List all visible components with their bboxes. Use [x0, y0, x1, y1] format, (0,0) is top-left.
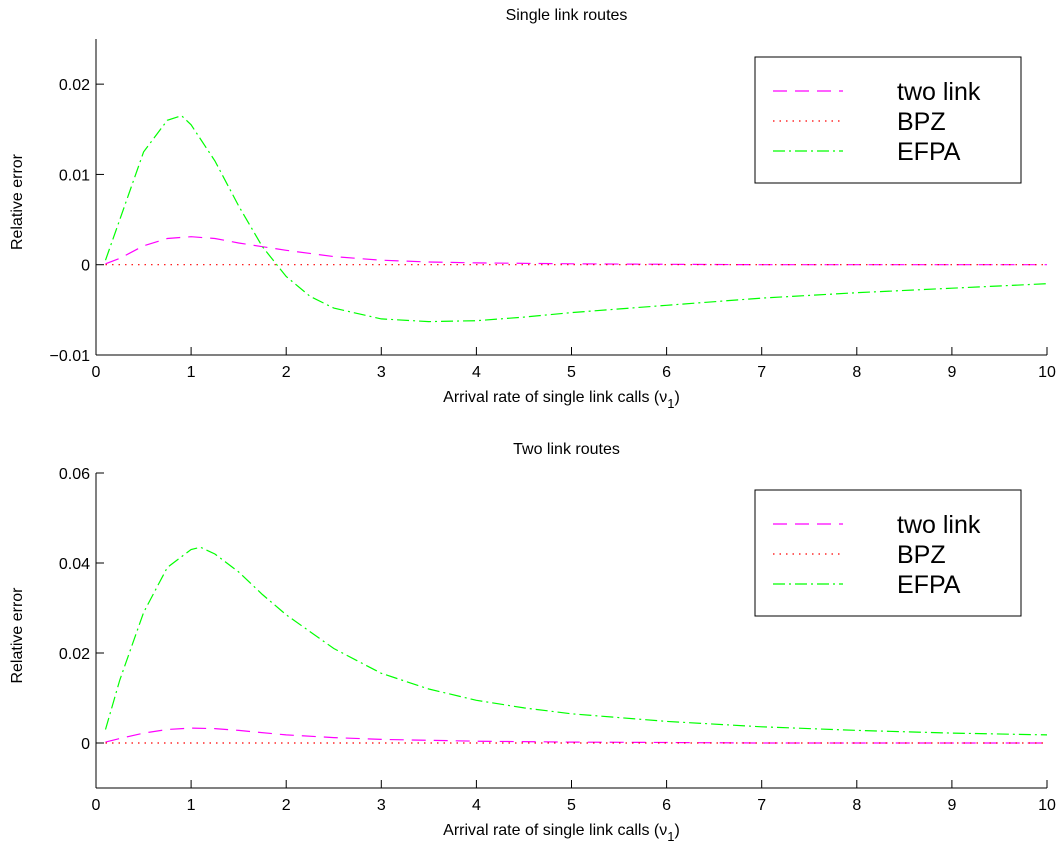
x-axis-label-subscript: 1 — [667, 829, 674, 844]
chart-panel-2: 0 1 2 3 4 5 6 7 8 9 10 0 0.02 0.04 0.06 Two link routes… — [9, 441, 1056, 844]
y-tick-label: −0.01 — [50, 348, 91, 365]
x-tick-label: 5 — [567, 797, 576, 814]
x-tick-label: 7 — [757, 797, 766, 814]
legend-label: two link — [897, 511, 981, 539]
x-tick-label: 4 — [472, 364, 481, 381]
x-axis-label-subscript: 1 — [667, 396, 674, 411]
x-tick-label: 3 — [377, 364, 386, 381]
legend-label: BPZ — [897, 541, 946, 569]
x-tick-label: 6 — [662, 364, 671, 381]
legend-label: two link — [897, 78, 981, 106]
x-tick-label: 9 — [947, 797, 956, 814]
chart-title: Two link routes — [513, 441, 620, 458]
x-axis-label: Arrival rate of single link calls (ν1) — [443, 822, 680, 844]
legend-box — [754, 489, 1022, 617]
legend-label: EFPA — [897, 138, 961, 166]
legend-label: BPZ — [897, 108, 946, 136]
x-tick-label: 0 — [92, 797, 101, 814]
x-tick-label: 6 — [662, 797, 671, 814]
x-axis-label-main: Arrival rate of single link calls (ν — [443, 822, 667, 839]
legend-label: EFPA — [897, 571, 961, 599]
x-axis-label-close: ) — [674, 389, 679, 406]
y-tick-label: 0.02 — [59, 77, 90, 94]
y-tick-label: 0 — [81, 258, 90, 275]
x-tick-label: 5 — [567, 364, 576, 381]
x-tick-label: 2 — [282, 797, 291, 814]
y-tick-label: 0.01 — [59, 167, 90, 184]
x-axis-label-close: ) — [674, 822, 679, 839]
x-tick-label: 3 — [377, 797, 386, 814]
chart-title: Single link routes — [506, 7, 628, 24]
x-tick-label: 0 — [92, 364, 101, 381]
x-tick-label: 8 — [852, 797, 861, 814]
series-line-efpa — [104, 115, 1048, 323]
x-tick-label: 1 — [187, 797, 196, 814]
y-tick-label: 0.02 — [59, 646, 90, 663]
y-axis-label: Relative error — [9, 153, 26, 250]
y-tick-label: 0.04 — [59, 556, 90, 573]
x-tick-label: 10 — [1038, 364, 1056, 381]
y-tick-label: 0 — [81, 736, 90, 753]
series-line-two-link — [105, 727, 1047, 744]
series-line-two-link — [105, 236, 1047, 266]
x-axis-label: Arrival rate of single link calls (ν1) — [443, 389, 680, 411]
x-tick-label: 7 — [757, 364, 766, 381]
x-tick-label: 1 — [187, 364, 196, 381]
x-tick-label: 2 — [282, 364, 291, 381]
series-line-efpa — [104, 546, 1048, 736]
legend-box — [754, 56, 1022, 184]
y-axis-label: Relative error — [9, 587, 26, 684]
x-tick-label: 10 — [1038, 797, 1056, 814]
y-tick-label: 0.06 — [59, 466, 90, 483]
x-tick-label: 8 — [852, 364, 861, 381]
x-tick-label: 4 — [472, 797, 481, 814]
x-tick-label: 9 — [947, 364, 956, 381]
x-axis-label-main: Arrival rate of single link calls (ν — [443, 389, 667, 406]
